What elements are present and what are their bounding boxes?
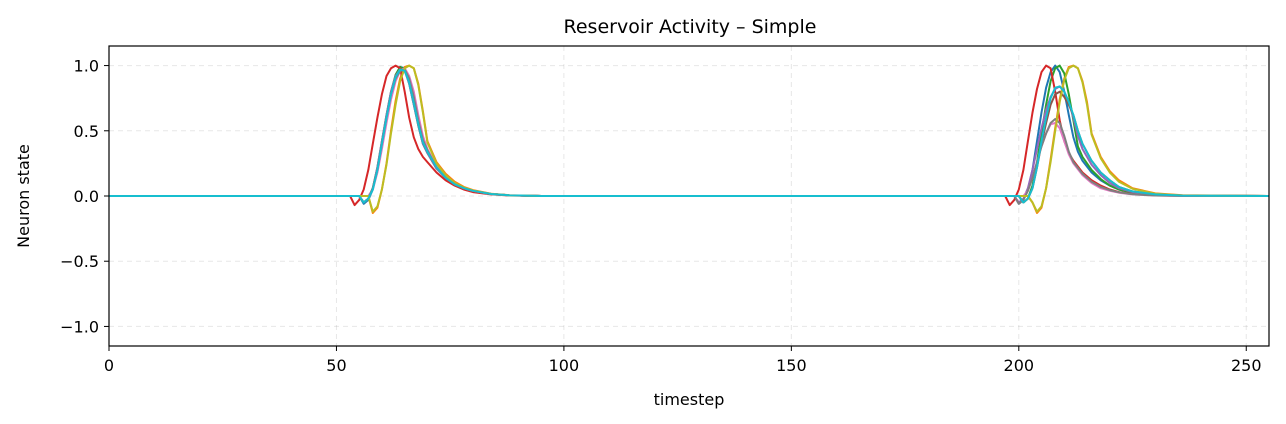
x-tick-label: 50 [326,356,346,375]
x-tick-label: 250 [1231,356,1262,375]
y-tick-label: 0.0 [74,187,99,206]
x-axis-title: timestep [654,390,725,409]
series-lines [109,64,1269,214]
x-tick-label: 150 [776,356,807,375]
series-line-10 [109,68,1269,204]
chart-title: Reservoir Activity – Simple [564,16,817,38]
y-tick-label: −0.5 [60,252,99,271]
x-tick-label: 0 [104,356,114,375]
y-tick-label: −1.0 [60,317,99,336]
x-tick-label: 100 [549,356,580,375]
y-tick-label: 0.5 [74,122,99,141]
y-axis-title: Neuron state [14,144,33,248]
x-tick-label: 200 [1004,356,1035,375]
axis-ticks: 0 50 100 150 200 250 −1.0 −0.5 0.0 0.5 1.0 [60,57,1261,375]
y-tick-label: 1.0 [74,57,99,76]
